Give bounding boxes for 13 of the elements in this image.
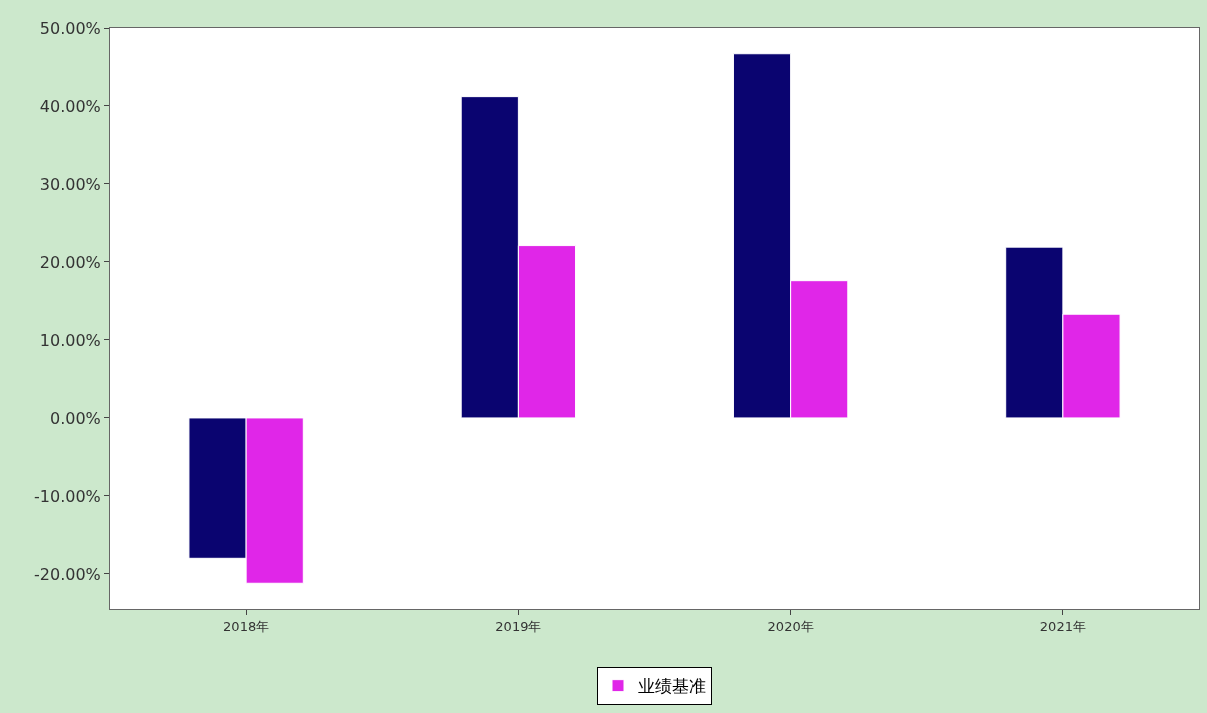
y-tick-label: 10.00% (39, 330, 101, 350)
y-tick-label: 30.00% (39, 174, 101, 194)
y-tick-label: -10.00% (34, 486, 101, 506)
legend-label: 业绩基准 (638, 676, 706, 697)
x-tick-label: 2018年 (223, 618, 270, 634)
y-tick-label: 20.00% (39, 252, 101, 272)
y-tick-label: 40.00% (39, 96, 101, 116)
y-tick-label: 50.00% (39, 18, 101, 38)
x-tick-label: 2019年 (495, 618, 542, 634)
y-tick-label: -20.00% (34, 564, 101, 584)
y-tick-label: 0.00% (49, 408, 101, 428)
x-tick-label: 2020年 (767, 618, 814, 634)
x-tick-label: 2021年 (1039, 618, 1086, 634)
